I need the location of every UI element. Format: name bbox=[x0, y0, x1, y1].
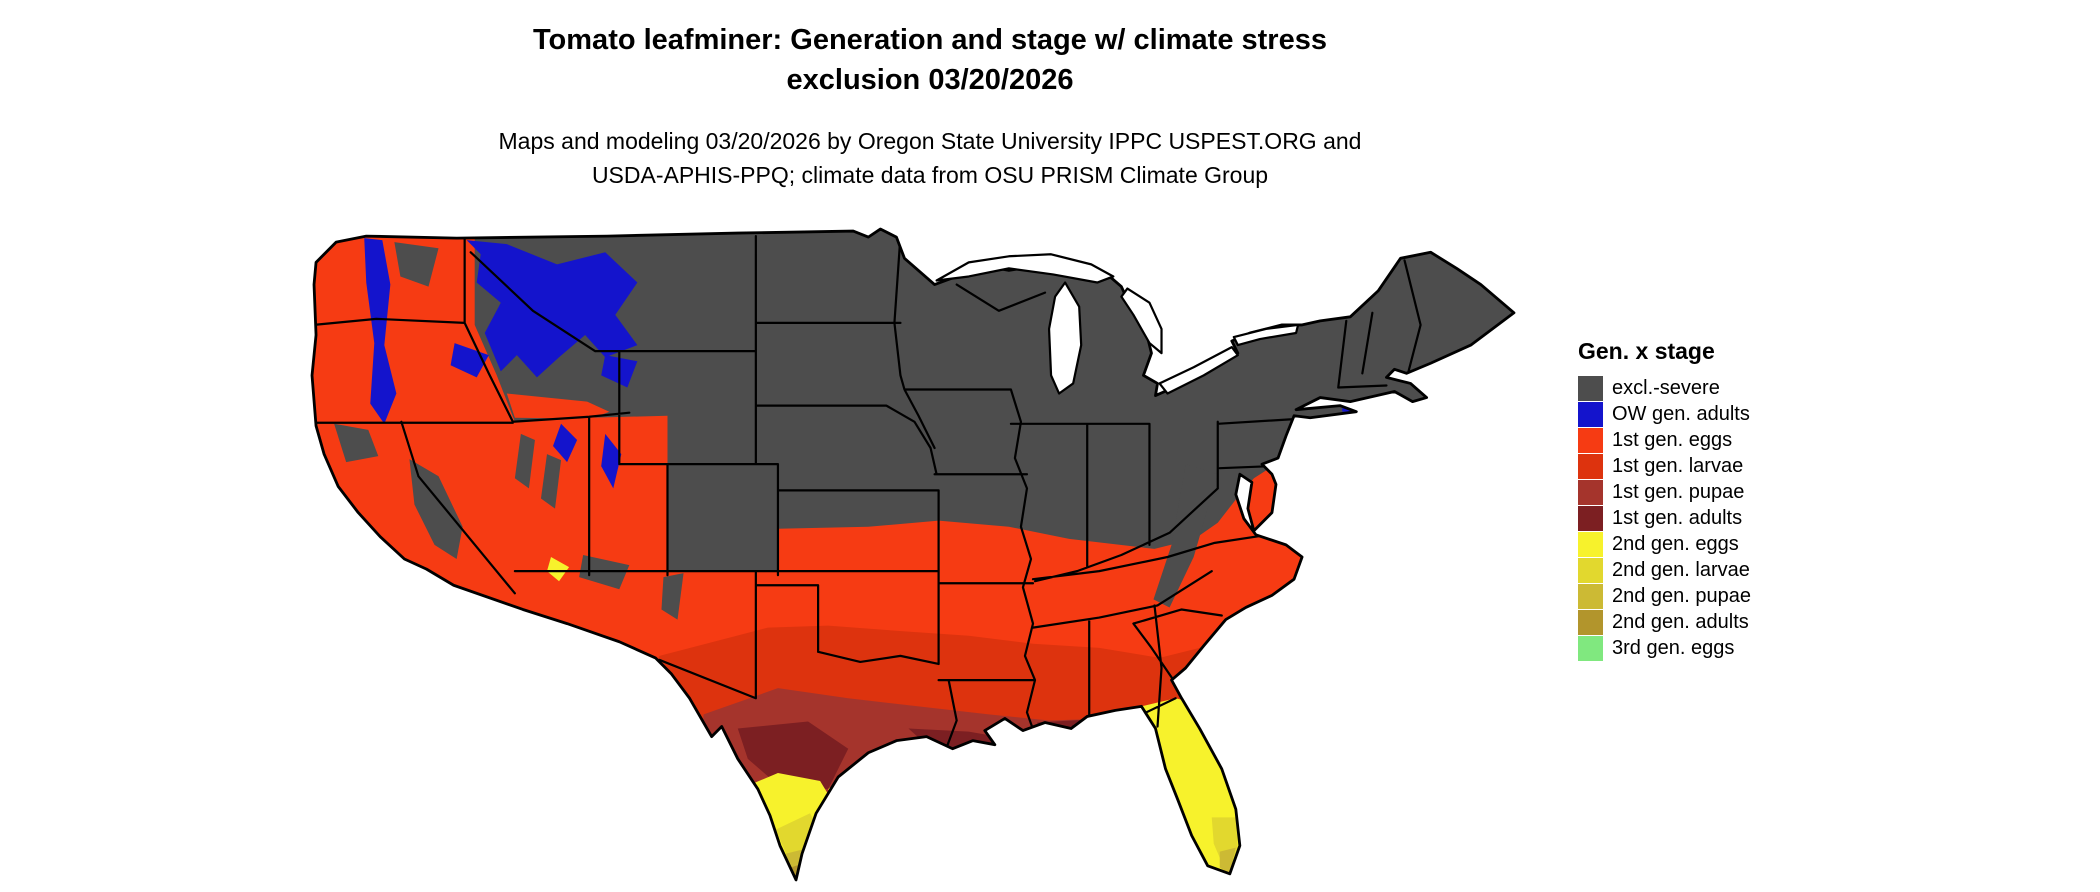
legend-label-g3-eggs: 3rd gen. eggs bbox=[1612, 637, 1735, 659]
legend-item-excl: excl.-severe bbox=[1578, 375, 1878, 401]
legend-label-g1-pupae: 1st gen. pupae bbox=[1612, 481, 1745, 503]
legend-item-g2-pupae: 2nd gen. pupae bbox=[1578, 583, 1878, 609]
legend-title: Gen. x stage bbox=[1578, 338, 1715, 364]
legend-swatch-g2-eggs bbox=[1578, 531, 1603, 557]
legend-items: excl.-severe OW gen. adults 1st gen. eggs 1… bbox=[1578, 375, 1878, 661]
legend-label-g2-pupae: 2nd gen. pupae bbox=[1612, 585, 1752, 607]
map-subtitle-line1: Maps and modeling 03/20/2026 by Oregon S… bbox=[498, 128, 1362, 154]
legend-swatch-ow-adults bbox=[1578, 401, 1603, 427]
us-outline bbox=[310, 227, 1516, 882]
legend-item-g1-eggs: 1st gen. eggs bbox=[1578, 427, 1878, 453]
map-title-line1: Tomato leafminer: Generation and stage w… bbox=[533, 24, 1327, 56]
legend-label-g2-larvae: 2nd gen. larvae bbox=[1612, 559, 1750, 581]
legend-swatch-g2-adults bbox=[1578, 609, 1603, 635]
legend-item-g2-larvae: 2nd gen. larvae bbox=[1578, 557, 1878, 583]
legend-label-g1-eggs: 1st gen. eggs bbox=[1612, 429, 1733, 451]
legend-label-g2-adults: 2nd gen. adults bbox=[1612, 611, 1749, 633]
map-title-line2: exclusion 03/20/2026 bbox=[786, 64, 1074, 96]
legend-item-g2-adults: 2nd gen. adults bbox=[1578, 609, 1878, 635]
legend-label-g1-adults: 1st gen. adults bbox=[1612, 507, 1743, 529]
great-lakes bbox=[935, 253, 1300, 395]
legend-item-g2-eggs: 2nd gen. eggs bbox=[1578, 531, 1878, 557]
lake-michigan bbox=[1047, 281, 1083, 395]
legend-swatch-g1-pupae bbox=[1578, 479, 1603, 505]
legend-item-g1-pupae: 1st gen. pupae bbox=[1578, 479, 1878, 505]
us-choropleth-map bbox=[310, 227, 1516, 882]
legend-swatch-g1-eggs bbox=[1578, 427, 1603, 453]
legend-label-g1-larvae: 1st gen. larvae bbox=[1612, 455, 1744, 477]
legend-item-g1-adults: 1st gen. adults bbox=[1578, 505, 1878, 531]
legend-label-g2-eggs: 2nd gen. eggs bbox=[1612, 533, 1739, 555]
legend: Gen. x stage excl.-severe OW gen. adults 1… bbox=[1578, 338, 1878, 661]
legend-item-g1-larvae: 1st gen. larvae bbox=[1578, 453, 1878, 479]
legend-swatch-g3-eggs bbox=[1578, 635, 1603, 661]
legend-swatch-g2-pupae bbox=[1578, 583, 1603, 609]
legend-label-ow-adults: OW gen. adults bbox=[1612, 403, 1750, 425]
legend-swatch-g1-adults bbox=[1578, 505, 1603, 531]
lake-ontario bbox=[1232, 323, 1300, 347]
map-regions bbox=[312, 229, 1514, 880]
region-ow-adults bbox=[364, 238, 1355, 489]
region-g1-eggs-snake-plain bbox=[506, 393, 610, 419]
region-g3-eggs bbox=[792, 873, 1230, 880]
lake-superior bbox=[935, 253, 1115, 284]
legend-swatch-g1-larvae bbox=[1578, 453, 1603, 479]
lake-huron bbox=[1120, 287, 1163, 355]
legend-label-excl: excl.-severe bbox=[1612, 377, 1720, 399]
lake-erie bbox=[1158, 345, 1239, 395]
legend-item-g3-eggs: 3rd gen. eggs bbox=[1578, 635, 1878, 661]
map-subtitle-line2: USDA-APHIS-PPQ; climate data from OSU PR… bbox=[591, 162, 1269, 188]
legend-swatch-excl bbox=[1578, 375, 1603, 401]
legend-item-ow-adults: OW gen. adults bbox=[1578, 401, 1878, 427]
title-block: Tomato leafminer: Generation and stage w… bbox=[0, 20, 1860, 192]
region-g2-pupae bbox=[785, 847, 1236, 878]
legend-swatch-g2-larvae bbox=[1578, 557, 1603, 583]
